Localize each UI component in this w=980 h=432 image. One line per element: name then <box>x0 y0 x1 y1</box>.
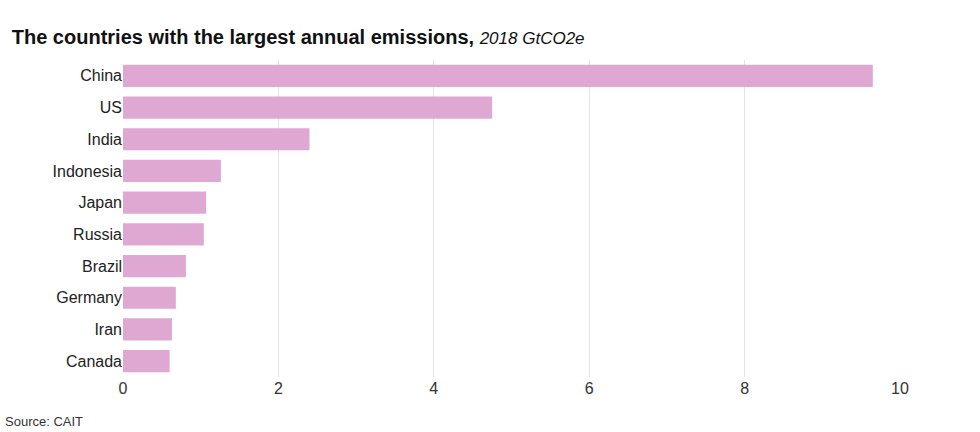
svg-text:8: 8 <box>740 380 749 397</box>
svg-text:6: 6 <box>585 380 594 397</box>
svg-text:Iran: Iran <box>94 321 122 338</box>
svg-text:4: 4 <box>429 380 438 397</box>
svg-text:Germany: Germany <box>56 289 122 306</box>
svg-text:0: 0 <box>119 380 128 397</box>
svg-text:Canada: Canada <box>66 353 122 370</box>
svg-text:Source: CAIT: Source: CAIT <box>5 414 83 429</box>
svg-text:2: 2 <box>274 380 283 397</box>
svg-text:Brazil: Brazil <box>82 258 122 275</box>
svg-text:Japan: Japan <box>78 194 122 211</box>
svg-text:Russia: Russia <box>73 226 122 243</box>
svg-text:Indonesia: Indonesia <box>53 163 122 180</box>
svg-text:The countries with the largest: The countries with the largest annual em… <box>12 26 585 48</box>
svg-text:China: China <box>80 67 122 84</box>
svg-text:US: US <box>100 99 122 116</box>
svg-text:10: 10 <box>891 380 909 397</box>
svg-text:India: India <box>87 131 122 148</box>
